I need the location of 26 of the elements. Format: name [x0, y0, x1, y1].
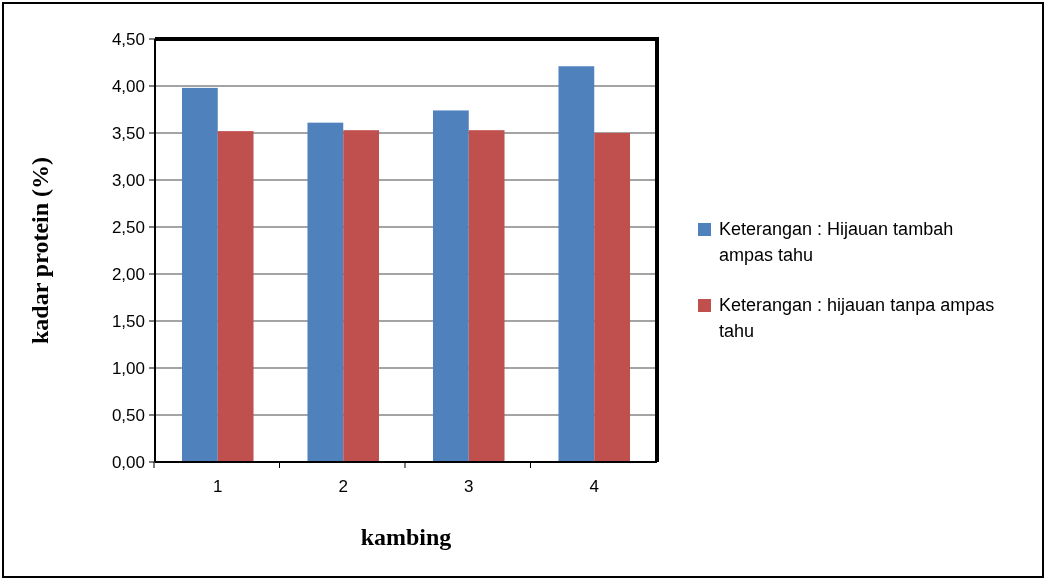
x-tick-label: 4 [589, 477, 599, 496]
y-tick-label: 2,50 [111, 217, 145, 237]
y-tick-label: 4,50 [111, 29, 145, 49]
legend-label: Keterangan : hijauan tanpa ampas tahu [719, 295, 995, 341]
bar [343, 130, 380, 462]
bar [432, 110, 469, 462]
y-tick-label: 0,50 [111, 405, 145, 425]
bar [594, 133, 631, 462]
bar [468, 130, 505, 462]
y-tick-label: 1,50 [111, 311, 145, 331]
x-tick-label: 2 [338, 477, 348, 496]
bar [217, 131, 254, 462]
y-axis-title: kadar protein (%) [27, 156, 53, 345]
x-axis-title: kambing [360, 524, 452, 550]
bar [307, 122, 344, 462]
y-tick-label: 4,00 [111, 76, 145, 96]
y-tick-label: 1,00 [111, 358, 145, 378]
y-tick-label: 2,00 [111, 264, 145, 284]
x-tick-label: 3 [464, 477, 474, 496]
bar [181, 87, 218, 462]
legend-label: Keterangan : Hijauan tambah ampas tahu [719, 219, 954, 265]
x-tick-label: 1 [213, 477, 223, 496]
y-tick-label: 3,00 [111, 170, 145, 190]
bar [558, 66, 595, 462]
y-tick-label: 3,50 [111, 123, 145, 143]
y-tick-label: 0,00 [111, 452, 145, 472]
